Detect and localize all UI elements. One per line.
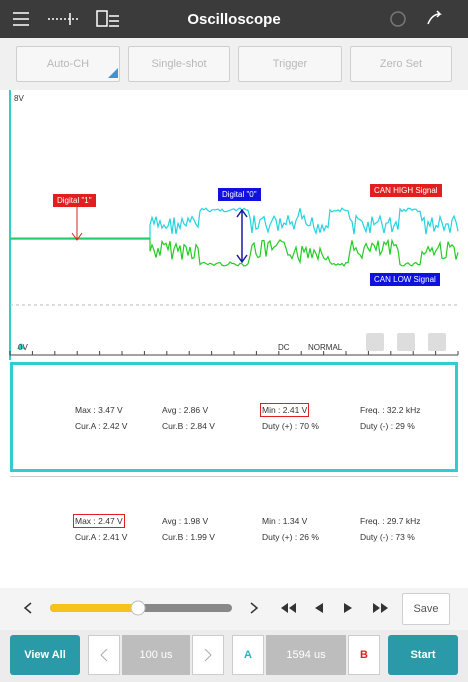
- scope-icons: [366, 333, 446, 351]
- dropdown-corner: [108, 68, 118, 78]
- playback-controls: [23, 600, 388, 616]
- trigger-mode: NORMAL: [308, 343, 343, 352]
- time-ticks: [9, 351, 459, 355]
- slider-thumb[interactable]: [130, 600, 146, 616]
- stat-value: Duty (+) : 70 %: [262, 421, 319, 431]
- channel-2-panel[interactable]: [10, 476, 458, 586]
- stat-value: Min : 2.41 V: [259, 403, 310, 417]
- time-right-button[interactable]: [192, 635, 224, 675]
- zero-marker: [17, 343, 25, 349]
- y-top-label: 8V: [14, 94, 24, 103]
- stat-value: Cur.A : 2.42 V: [75, 421, 128, 431]
- digital-0-label: Digital "0": [218, 188, 261, 201]
- stat-value: Max : 3.47 V: [75, 405, 123, 415]
- stat-value: Max : 2.47 V: [73, 514, 125, 528]
- stat-value: Avg : 1.98 V: [162, 516, 209, 526]
- scope-display: [9, 90, 459, 360]
- fast-forward-button[interactable]: [373, 603, 388, 613]
- cursor-b-button[interactable]: B: [348, 635, 380, 675]
- bottom-row: View All 100 us A 1594 us B Start: [0, 630, 468, 682]
- rewind-button[interactable]: [281, 603, 296, 613]
- digital-1-arrow: [71, 207, 83, 241]
- can-high-label: CAN HIGH Signal: [370, 184, 442, 197]
- stat-value: Freq. : 32.2 kHz: [360, 405, 421, 415]
- save-button[interactable]: Save: [402, 593, 450, 625]
- prev-button[interactable]: [23, 602, 32, 614]
- cursor-a-button[interactable]: A: [232, 635, 264, 675]
- single-shot-button[interactable]: Single-shot: [128, 46, 230, 82]
- stat-value: Freq. : 29.7 kHz: [360, 516, 421, 526]
- time-left-button[interactable]: [88, 635, 120, 675]
- slider-fill: [50, 604, 138, 612]
- coupling: DC: [278, 343, 290, 352]
- can-low-label: CAN LOW Signal: [370, 273, 440, 286]
- stat-value: Cur.B : 2.84 V: [162, 421, 215, 431]
- trigger-button[interactable]: Trigger: [238, 46, 342, 82]
- channel-1-panel[interactable]: [10, 362, 458, 472]
- stat-value: Duty (-) : 29 %: [360, 421, 415, 431]
- zero-set-button[interactable]: Zero Set: [350, 46, 452, 82]
- title: Oscilloscope: [187, 10, 281, 28]
- digital-0-arrow: [236, 208, 248, 264]
- stat-value: Cur.B : 1.99 V: [162, 532, 215, 542]
- can-high-trace: [10, 207, 459, 239]
- auto-ch-button[interactable]: Auto-CH: [16, 46, 120, 82]
- next-button[interactable]: [250, 602, 259, 614]
- stat-value: Duty (+) : 26 %: [262, 532, 319, 542]
- view-all-button[interactable]: View All: [10, 635, 80, 675]
- start-button[interactable]: Start: [388, 635, 458, 675]
- time-a: 100 us: [122, 635, 190, 675]
- y-bottom-label: 0V: [18, 343, 28, 352]
- toolbar-icons: [13, 10, 442, 27]
- step-forward-button[interactable]: [344, 603, 352, 613]
- step-back-button[interactable]: [315, 603, 323, 613]
- top-bar: Oscilloscope: [0, 0, 468, 38]
- stat-value: Avg : 2.86 V: [162, 405, 209, 415]
- button-row: Auto-CH Single-shot Trigger Zero Set: [0, 38, 468, 90]
- digital-1-label: Digital "1": [53, 194, 96, 207]
- slider-row: Save: [0, 588, 468, 630]
- stat-value: Duty (-) : 73 %: [360, 532, 415, 542]
- stat-value: Cur.A : 2.41 V: [75, 532, 128, 542]
- stat-value: Min : 1.34 V: [262, 516, 308, 526]
- time-b: 1594 us: [266, 635, 346, 675]
- can-low-trace: [10, 238, 459, 268]
